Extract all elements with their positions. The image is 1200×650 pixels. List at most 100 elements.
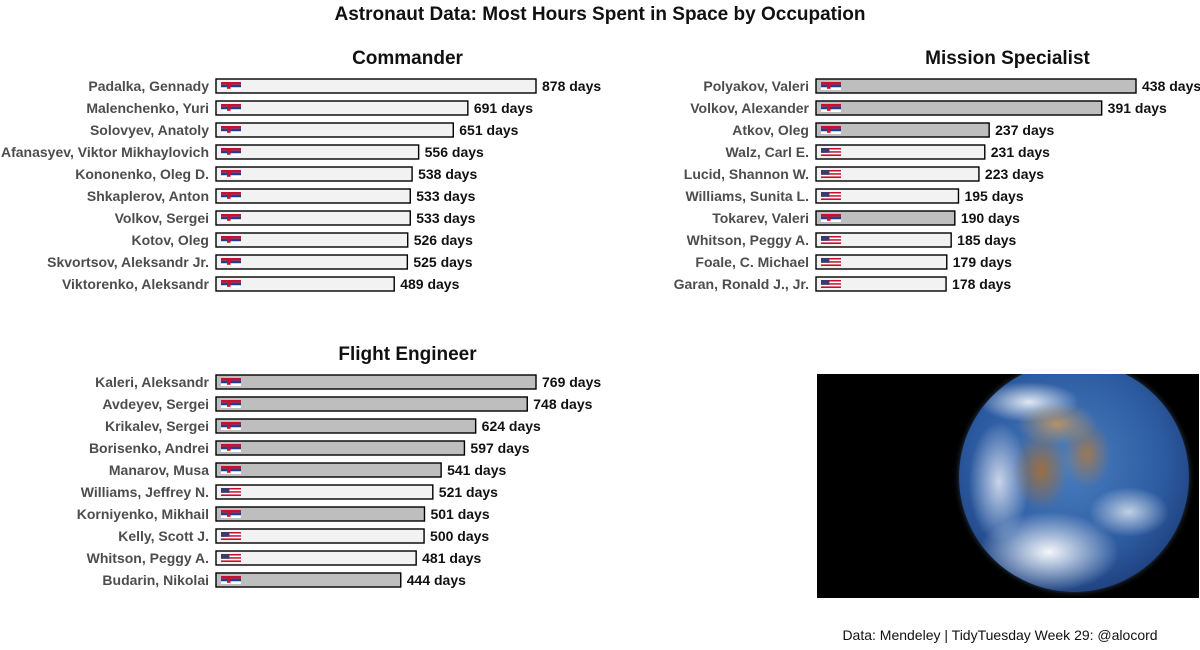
category-label: Solovyev, Anatoly (90, 122, 209, 138)
bar (215, 550, 417, 566)
category-label: Kaleri, Aleksandr (95, 374, 209, 390)
category-label: Kononenko, Oleg D. (75, 166, 209, 182)
category-label: Foale, C. Michael (695, 254, 809, 270)
russia-flag-icon (221, 422, 241, 430)
russia-flag-icon (221, 576, 241, 584)
bar (815, 144, 986, 160)
category-label: Tokarev, Valeri (712, 210, 809, 226)
bar (215, 166, 413, 182)
category-label: Volkov, Alexander (690, 100, 809, 116)
mission-specialist-panel-title: Mission Specialist (925, 48, 1090, 69)
russia-flag-icon (821, 126, 841, 134)
category-label: Garan, Ronald J., Jr. (674, 276, 809, 292)
russia-flag-icon (221, 378, 241, 386)
bar (215, 100, 469, 116)
usa-flag-icon (821, 258, 841, 266)
russia-flag-icon (221, 82, 241, 90)
mission-specialist-bar-chart: Polyakov, Valeri 438 days Volkov, Alexande… (674, 78, 1200, 292)
category-label: Skvortsov, Aleksandr Jr. (47, 254, 209, 270)
usa-flag-icon (821, 148, 841, 156)
value-label: 878 days (542, 78, 601, 94)
russia-flag-icon (221, 170, 241, 178)
flight-engineer-panel: Flight Engineer Kaleri, Aleksandr 769 day… (0, 340, 610, 602)
category-label: Williams, Jeffrey N. (81, 484, 209, 500)
bar (215, 144, 420, 160)
bar (215, 210, 411, 226)
bar (215, 188, 411, 204)
value-label: 178 days (952, 276, 1011, 292)
russia-flag-icon (221, 104, 241, 112)
bar (815, 210, 956, 226)
category-label: Whitson, Peggy A. (687, 232, 809, 248)
value-label: 179 days (953, 254, 1012, 270)
bar (815, 232, 952, 248)
russia-flag-icon (221, 214, 241, 222)
category-label: Volkov, Sergei (115, 210, 209, 226)
category-label: Borisenko, Andrei (89, 440, 209, 456)
bar (215, 276, 395, 292)
value-label: 556 days (425, 144, 484, 160)
bar (815, 254, 948, 270)
category-label: Shkaplerov, Anton (87, 188, 209, 204)
value-label: 501 days (430, 506, 489, 522)
category-label: Kotov, Oleg (131, 232, 209, 248)
commander-panel-title: Commander (352, 48, 463, 69)
russia-flag-icon (821, 82, 841, 90)
value-label: 533 days (416, 188, 475, 204)
value-label: 223 days (985, 166, 1044, 182)
value-label: 597 days (470, 440, 529, 456)
value-label: 521 days (439, 484, 498, 500)
value-label: 748 days (533, 396, 592, 412)
usa-flag-icon (821, 192, 841, 200)
category-label: Afanasyev, Viktor Mikhaylovich (1, 144, 209, 160)
value-label: 190 days (961, 210, 1020, 226)
value-label: 481 days (422, 550, 481, 566)
value-label: 651 days (459, 122, 518, 138)
bar (815, 78, 1137, 94)
bar (215, 374, 537, 390)
value-label: 391 days (1108, 100, 1167, 116)
category-label: Manarov, Musa (109, 462, 209, 478)
value-label: 185 days (957, 232, 1016, 248)
usa-flag-icon (221, 554, 241, 562)
bar (215, 484, 434, 500)
category-label: Avdeyev, Sergei (102, 396, 209, 412)
bar (815, 100, 1103, 116)
flight-engineer-bar-chart: Kaleri, Aleksandr 769 days Avdeyev, Sergei… (77, 374, 602, 588)
usa-flag-icon (821, 280, 841, 288)
value-label: 444 days (407, 572, 466, 588)
category-label: Budarin, Nikolai (102, 572, 209, 588)
value-label: 624 days (482, 418, 541, 434)
bar (815, 122, 990, 138)
bar (215, 462, 442, 478)
category-label: Malenchenko, Yuri (86, 100, 209, 116)
russia-flag-icon (221, 258, 241, 266)
mission-specialist-panel: Mission Specialist Polyakov, Valeri 438 d… (600, 44, 1200, 306)
bar (215, 440, 466, 456)
russia-flag-icon (221, 444, 241, 452)
bar (215, 232, 409, 248)
category-label: Viktorenko, Aleksandr (62, 276, 210, 292)
category-label: Korniyenko, Mikhail (77, 506, 209, 522)
value-label: 525 days (413, 254, 472, 270)
usa-flag-icon (221, 488, 241, 496)
bar (215, 78, 537, 94)
russia-flag-icon (221, 400, 241, 408)
category-label: Lucid, Shannon W. (684, 166, 809, 182)
russia-flag-icon (221, 280, 241, 288)
russia-flag-icon (221, 126, 241, 134)
chart-main-title: Astronaut Data: Most Hours Spent in Spac… (334, 4, 866, 25)
value-label: 195 days (964, 188, 1023, 204)
usa-flag-icon (221, 532, 241, 540)
bar (815, 188, 960, 204)
bar (215, 572, 402, 588)
earth-photo (817, 374, 1199, 598)
bar (215, 528, 425, 544)
bar (215, 254, 409, 270)
chart-caption: Data: Mendeley | TidyTuesday Week 29: @a… (842, 627, 1158, 643)
bar (815, 276, 947, 292)
category-label: Polyakov, Valeri (703, 78, 809, 94)
russia-flag-icon (221, 236, 241, 244)
value-label: 538 days (418, 166, 477, 182)
russia-flag-icon (821, 214, 841, 222)
